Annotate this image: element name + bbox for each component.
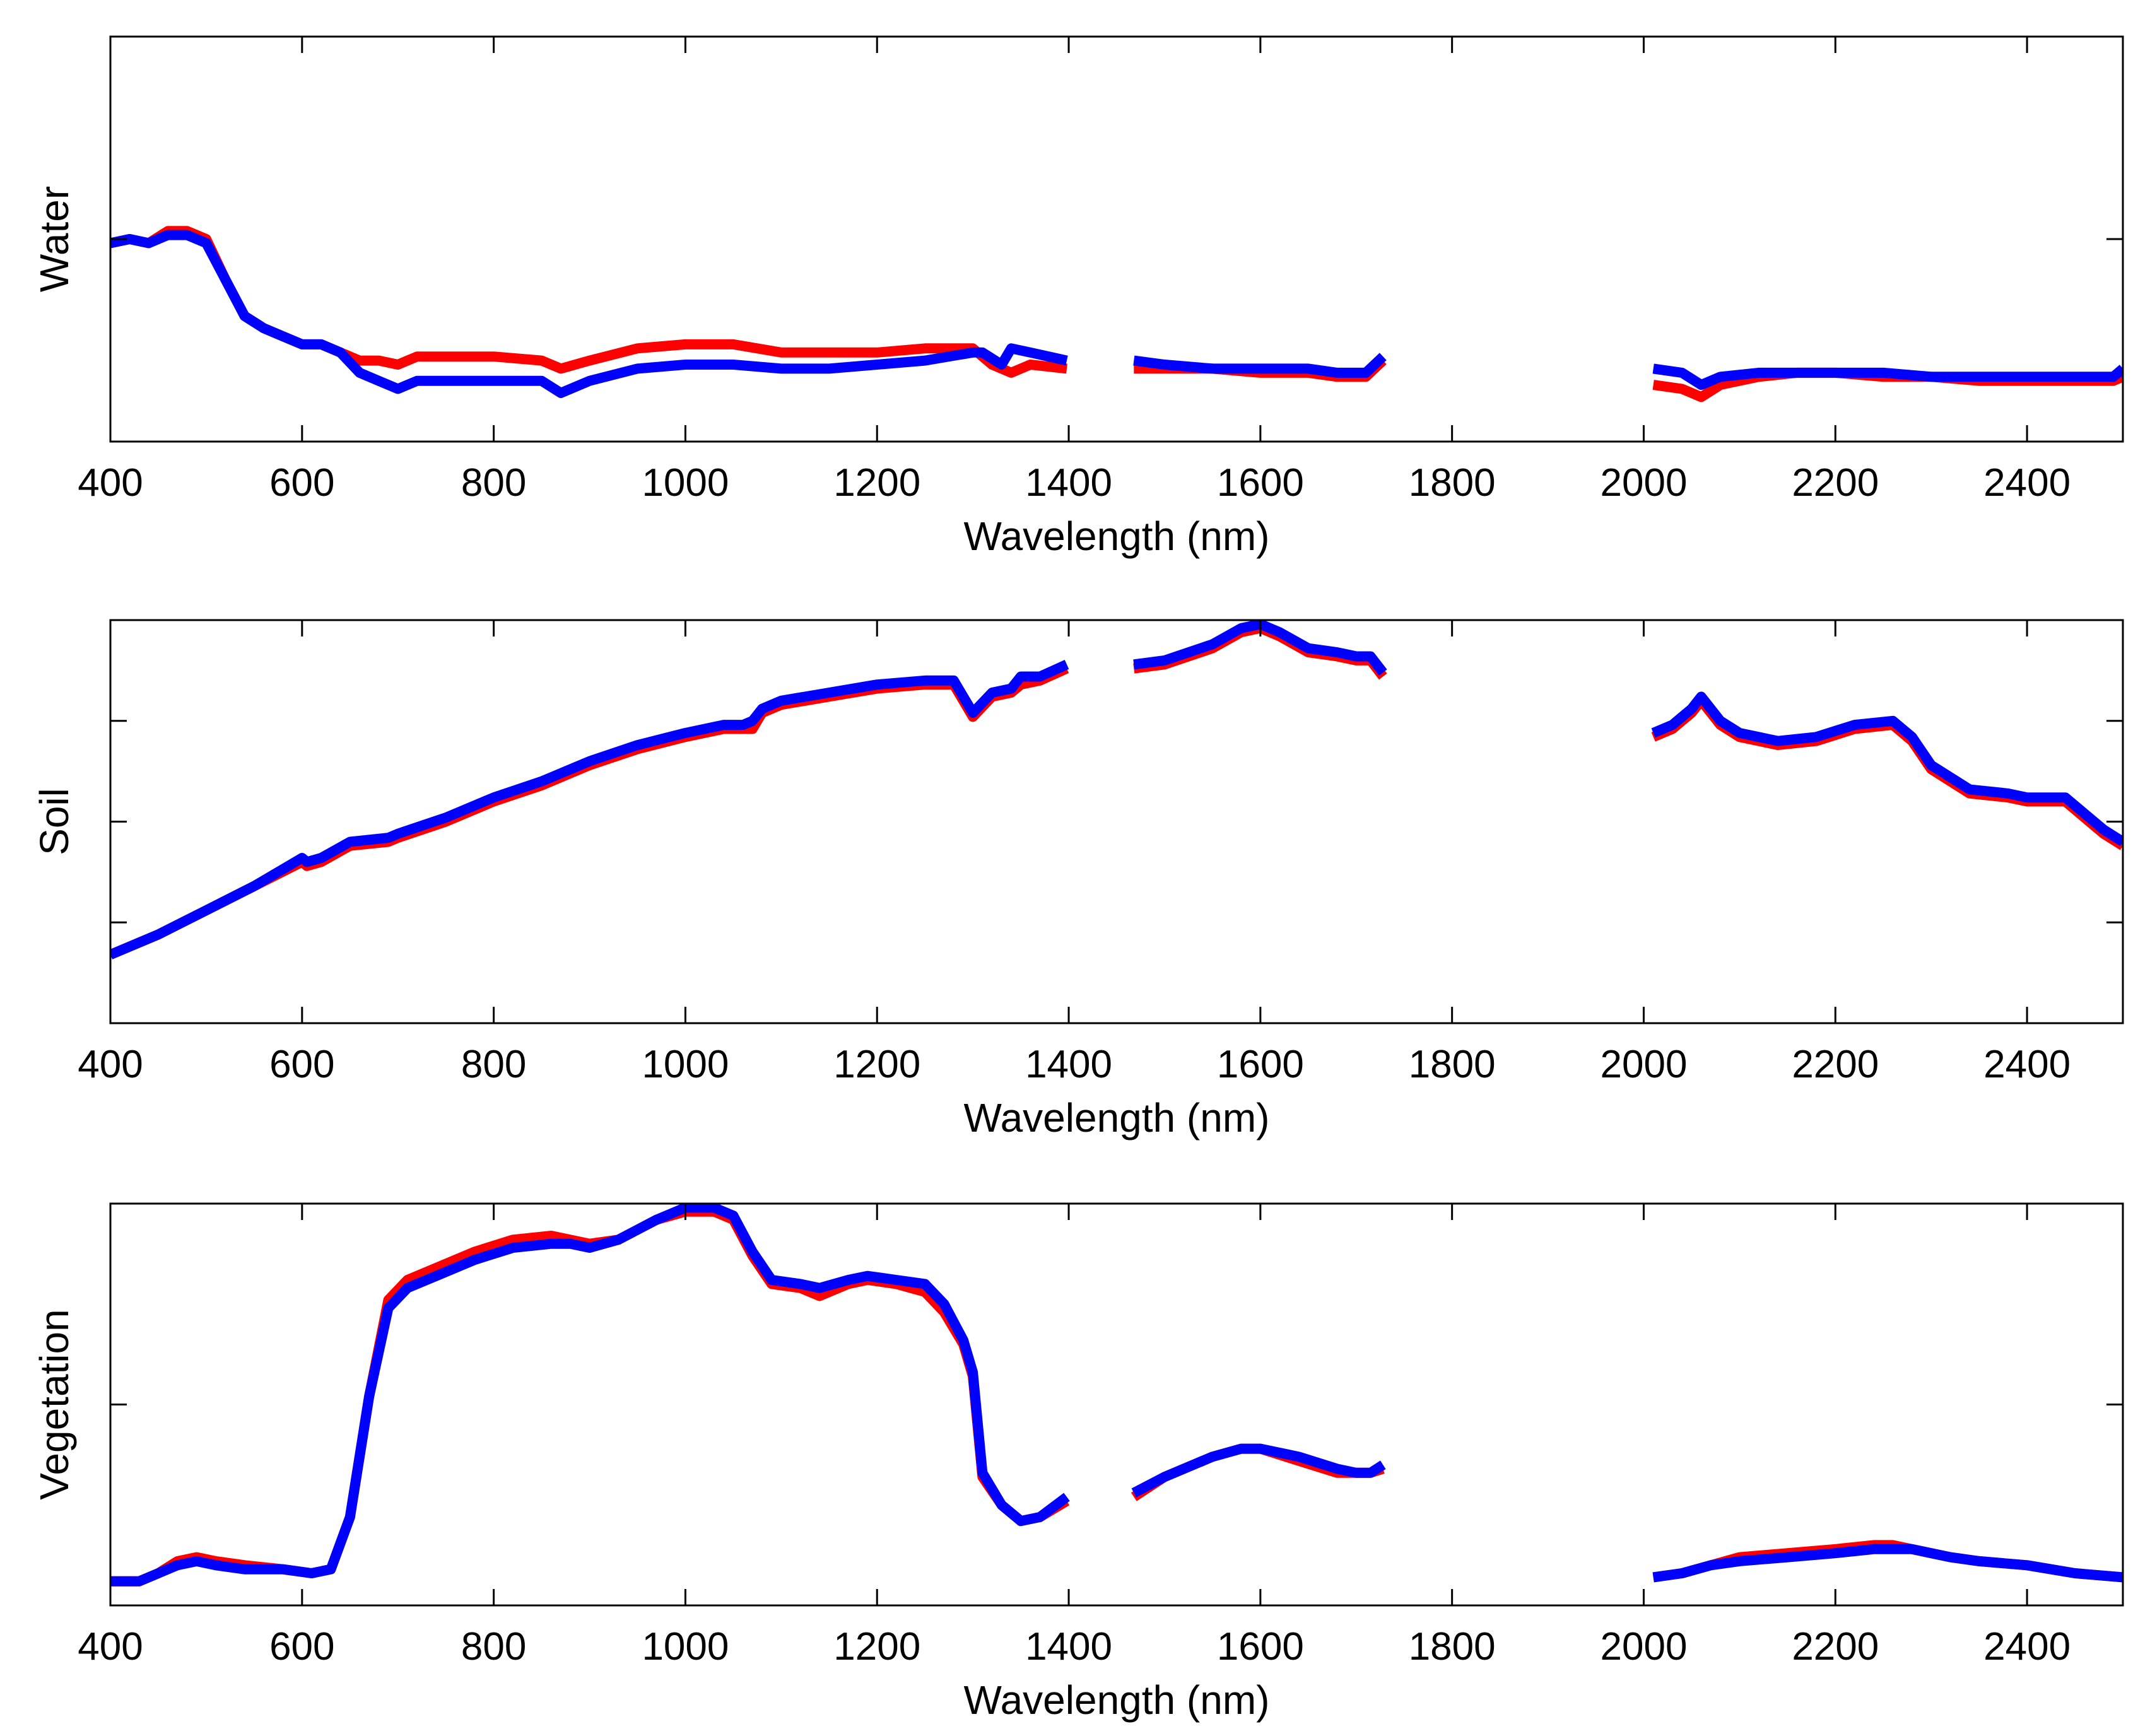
series-line-blue-seg-2 [1131,1443,1386,1498]
series-line-blue-seg-1 [110,1204,1070,1586]
series-line-blue-seg-1 [110,230,1068,398]
x-tick-label: 800 [461,1043,526,1086]
plot-frame [109,1202,2124,1607]
series-group [110,226,2123,402]
x-tick-label: 1400 [1025,1043,1112,1086]
x-axis-label: Wavelength (nm) [964,1095,1270,1141]
series-line-red-seg-1 [110,664,1069,959]
x-tick-label: 1600 [1217,461,1304,505]
x-tick-label: 400 [78,461,143,505]
x-tick-label: 2000 [1601,461,1688,505]
x-tick-label: 1800 [1409,461,1496,505]
x-tick-label: 400 [78,1043,143,1086]
x-tick-label: 600 [269,1043,334,1086]
x-tick-label: 2200 [1792,1043,1879,1086]
x-tick-label: 2400 [1983,461,2071,505]
x-axis-label: Wavelength (nm) [964,1677,1270,1723]
series-group [110,620,2123,959]
x-tick-label: 1400 [1025,1625,1112,1669]
x-tick-label: 1600 [1217,1625,1304,1669]
x-tick-label: 1800 [1409,1625,1496,1669]
plot-frame [109,619,2124,1024]
x-tick-label: 600 [269,461,334,505]
x-tick-label: 600 [269,1625,334,1669]
chart-panel-3: 400 600 800 1000 1200 1400 1600 1800 2000 2200 240… [32,1202,2124,1723]
x-tick-label: 1600 [1217,1043,1304,1086]
x-tick-label: 1800 [1409,1043,1496,1086]
y-axis-label: Vegetation [32,1309,77,1500]
x-tick-label: 1200 [833,461,920,505]
x-tick-label: 400 [78,1625,143,1669]
x-tick-label: 2400 [1983,1043,2071,1086]
x-tick-label: 800 [461,1625,526,1669]
series-line-blue-seg-2 [1133,353,1387,378]
x-tick-label: 1400 [1025,461,1112,505]
x-tick-label: 1000 [642,1043,729,1086]
x-tick-label: 1000 [642,1625,729,1669]
x-tick-label: 2200 [1792,461,1879,505]
series-line-blue-seg-2 [1133,620,1387,676]
x-tick-label: 1200 [833,1043,920,1086]
x-tick-label: 2400 [1983,1625,2071,1669]
series-line-blue-seg-3 [1652,363,2123,390]
series-line-blue-seg-3 [1651,691,2123,847]
series-line-blue-seg-1 [110,660,1069,959]
x-tick-label: 2200 [1792,1625,1879,1669]
series-group [110,1204,2123,1586]
series-line-red-seg-1 [110,226,1067,378]
chart-panel-2: 400 600 800 1000 1200 1400 1600 1800 2000 2200 240… [32,619,2124,1141]
x-tick-label: 1000 [642,461,729,505]
y-axis-label: Soil [32,788,77,855]
x-axis-label: Wavelength (nm) [964,513,1270,559]
x-tick-label: 2000 [1601,1043,1688,1086]
chart-panel-1: 400 600 800 1000 1200 1400 1600 1800 2000 2200 240… [32,35,2124,559]
x-tick-label: 1200 [833,1625,920,1669]
x-tick-label: 2000 [1601,1625,1688,1669]
x-tick-label: 800 [461,461,526,505]
series-line-blue-seg-3 [1652,1544,2123,1583]
series-line-red-seg-1 [110,1206,1070,1586]
y-axis-label: Water [32,186,77,292]
